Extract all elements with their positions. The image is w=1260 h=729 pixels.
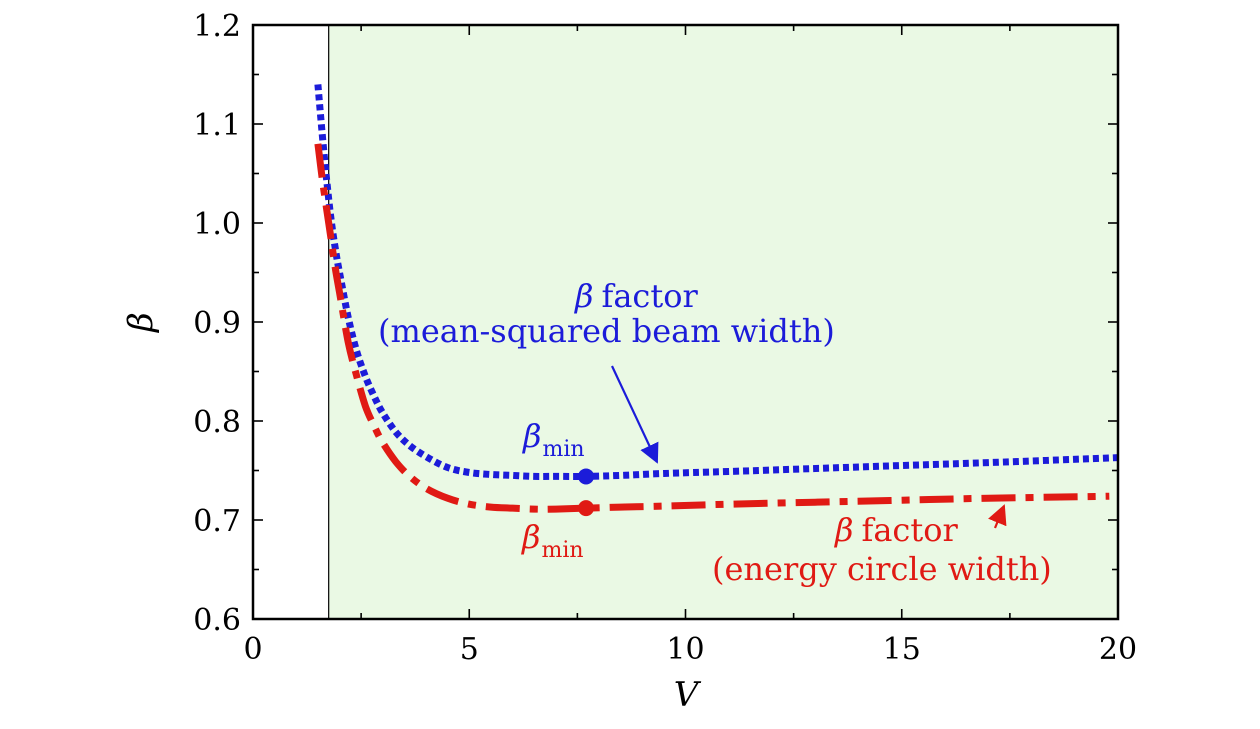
annotation-blue-line1: β factor <box>574 277 698 315</box>
shaded-region <box>328 25 1118 619</box>
series-line-mean-squared-beam-width <box>314 84 1118 480</box>
y-tick-label: 1.0 <box>193 207 241 242</box>
annotation-blue-min-label: βmin <box>522 417 585 462</box>
beta-symbol: β <box>521 518 541 556</box>
minimum-point-blue <box>578 468 595 485</box>
annotation-blue-label: factor <box>602 277 699 315</box>
y-tick-label: 1.1 <box>193 108 241 143</box>
beta-symbol: β <box>574 277 594 315</box>
annotation-red-line1: β factor <box>834 511 958 549</box>
x-tick-label: 0 <box>243 632 262 667</box>
annotation-red-line2: (energy circle width) <box>712 550 1052 588</box>
y-tick-label: 0.7 <box>193 504 241 539</box>
y-tick-label: 0.8 <box>193 405 241 440</box>
y-tick-label: 0.9 <box>193 306 241 341</box>
min-subscript: min <box>542 538 584 563</box>
x-axis-label: V <box>674 675 702 715</box>
plot-frame <box>251 23 1120 621</box>
annotation-blue: β factor (mean-squared beam width) βmin <box>378 277 835 464</box>
x-tick-label: 20 <box>1099 632 1137 667</box>
y-axis-label: β <box>121 312 161 334</box>
annotation-red-arrow <box>988 504 1007 529</box>
annotation-red: βmin β factor (energy circle width) <box>521 504 1052 588</box>
axis-tick-labels: 0 5 10 15 20 0.6 0.7 0.8 0.9 1.0 1.1 1.2 <box>193 9 1137 667</box>
x-tick-label: 10 <box>666 632 704 667</box>
annotation-blue-arrow <box>611 365 659 464</box>
annotation-red-label: factor <box>862 511 959 549</box>
annotation-blue-line2: (mean-squared beam width) <box>378 312 835 350</box>
annotation-red-min-label: βmin <box>521 518 584 563</box>
y-tick-label: 1.2 <box>193 9 241 44</box>
beta-symbol: β <box>834 511 854 549</box>
series-line-energy-circle-width <box>314 143 1110 513</box>
x-tick-label: 15 <box>883 632 921 667</box>
minimum-point-red <box>578 500 595 517</box>
x-tick-label: 5 <box>460 632 479 667</box>
beta-symbol: β <box>522 417 542 455</box>
y-tick-label: 0.6 <box>193 603 241 638</box>
min-subscript: min <box>543 437 585 462</box>
